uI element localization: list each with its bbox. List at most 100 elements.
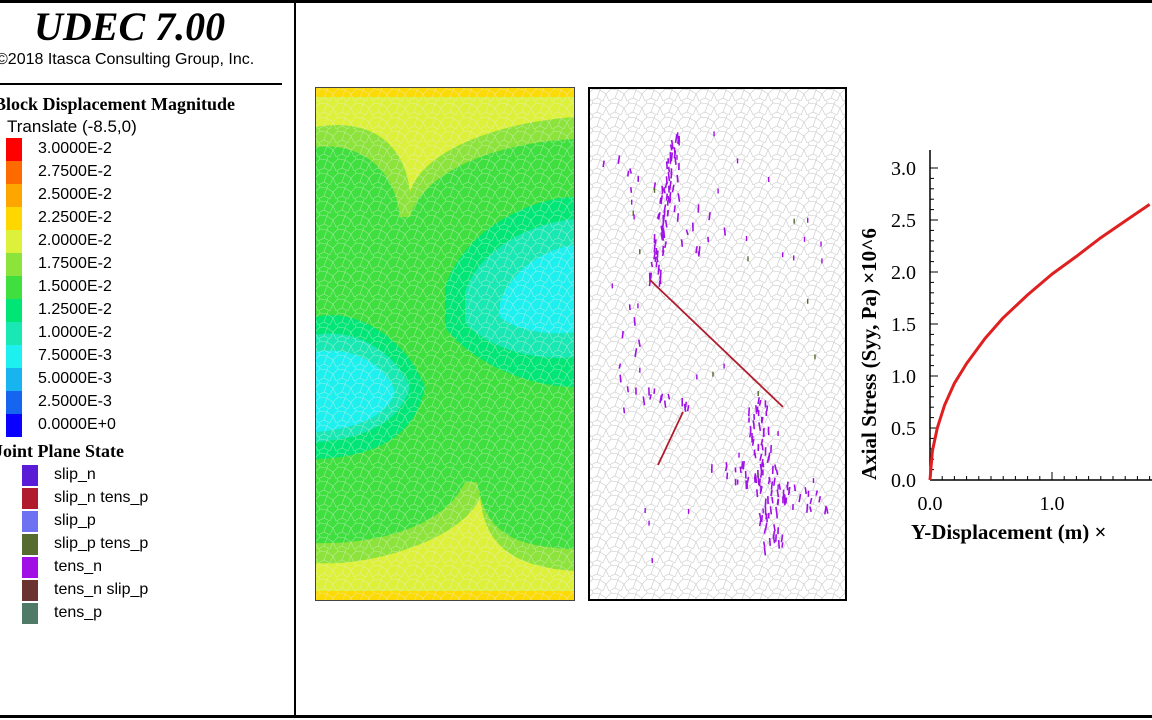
tensile-joint-mark [676,174,679,183]
joint-marks [602,131,829,564]
tensile-joint-mark [761,444,764,451]
joint-swatch [22,534,38,555]
tensile-joint-mark [769,506,773,515]
tensile-joint-mark [664,241,668,249]
tensile-joint-mark [683,403,687,412]
joint-swatch [22,557,38,578]
tensile-joint-mark [757,397,761,405]
x-tick-label: 0.0 [918,493,943,515]
tensile-joint-mark [656,213,660,220]
tensile-joint-mark [759,463,763,472]
tensile-joint-mark [765,516,769,523]
tensile-joint-mark [677,193,681,202]
contour-legend-item: 1.5000E-2 [0,276,260,299]
joint-legend-item: tens_p [0,602,260,625]
tensile-joint-mark [630,187,633,193]
tensile-joint-mark [659,395,663,404]
stress-displacement-chart: 0.0 0.5 1.0 1.5 2.0 2.5 3.0 0.0 1.0 Axial Stress… [857,150,1152,544]
tensile-joint-mark [724,465,728,472]
tensile-joint-mark [663,187,666,194]
tensile-joint-mark [626,386,630,393]
contour-legend-item: 2.2500E-2 [0,207,260,230]
contour-legend-item: 7.5000E-3 [0,345,260,368]
tensile-joint-mark [602,160,605,168]
joint-legend-item: slip_n tens_p [0,487,260,510]
tensile-joint-mark [764,498,767,508]
joint-state-plot [588,87,847,601]
tensile-joint-mark [642,396,646,406]
contour-legend-item: 2.0000E-2 [0,230,260,253]
contour-legend-title: Block Displacement Magnitude [0,94,235,114]
joint-swatch [22,465,38,486]
tensile-joint-mark [667,166,671,173]
tensile-joint-mark [774,464,777,471]
tensile-joint-mark [783,498,786,506]
tensile-joint-mark [751,438,755,446]
contour-legend-item: 1.2500E-2 [0,299,260,322]
contour-legend-item: 5.0000E-3 [0,368,260,391]
contour-swatch [6,276,22,299]
tensile-joint-mark [762,461,765,468]
tensile-joint-mark [664,219,668,228]
contour-label: 1.7500E-2 [38,255,112,272]
tensile-joint-mark [665,161,669,170]
tensile-joint-mark [768,537,772,546]
tensile-joint-mark [772,535,776,544]
block-mesh [315,87,575,601]
contour-label: 1.0000E-2 [38,324,112,341]
tensile-joint-mark [756,489,759,498]
x-tick-label: 1.0 [1040,493,1065,515]
tensile-joint-mark [659,276,662,285]
tensile-joint-mark [667,195,670,202]
contour-swatch [6,414,22,437]
tensile-joint-mark [662,217,665,226]
tensile-joint-mark [657,268,661,275]
tensile-joint-mark [669,144,673,151]
y-tick-label: 1.5 [891,314,916,336]
tensile-joint-mark [649,394,652,400]
y-tick-label: 0.0 [891,470,916,492]
tensile-joint-mark [760,514,764,523]
tensile-joint-mark [660,195,663,205]
tensile-joint-mark [770,489,773,497]
joint-label: tens_n [54,558,103,575]
contour-label: 2.5000E-3 [38,393,112,410]
tensile-joint-mark [680,239,684,247]
shear-fracture-line [649,279,784,408]
tensile-joint-mark [627,170,630,177]
contour-swatch [6,184,22,207]
tensile-joint-mark [762,541,766,548]
tensile-joint-mark [755,405,758,414]
joint-swatch [22,603,38,624]
tensile-joint-mark [660,232,664,241]
tensile-joint-mark [798,493,802,503]
tensile-joint-mark [637,339,641,348]
shear-fracture-line [657,411,684,466]
y-tick-label: 3.0 [891,158,916,180]
tensile-joint-mark [674,134,678,143]
tensile-joint-mark [670,152,674,162]
tensile-joint-mark [649,272,653,279]
tensile-joint-mark [758,478,761,487]
joint-label: slip_p tens_p [54,535,149,552]
contour-label: 2.0000E-2 [38,232,112,249]
tensile-joint-mark [754,474,758,484]
tensile-joint-mark [654,239,657,245]
tensile-joint-mark [673,150,677,159]
contour-plot-frame [315,87,575,601]
tensile-joint-mark [670,139,674,150]
tensile-joint-mark [759,486,763,494]
tensile-joint-mark [667,393,671,400]
tensile-joint-mark [697,251,700,257]
translate-note: Translate (-8.5,0) [7,117,137,136]
tensile-joint-mark [695,246,698,254]
top-border [0,0,1152,3]
tensile-joint-mark [628,304,631,311]
tensile-joint-mark [763,547,767,556]
contour-legend-item: 1.7500E-2 [0,253,260,276]
contour-legend-item: 2.5000E-3 [0,391,260,414]
tensile-joint-mark [758,422,762,432]
tensile-joint-mark [759,453,763,461]
tensile-joint-mark [621,330,624,339]
